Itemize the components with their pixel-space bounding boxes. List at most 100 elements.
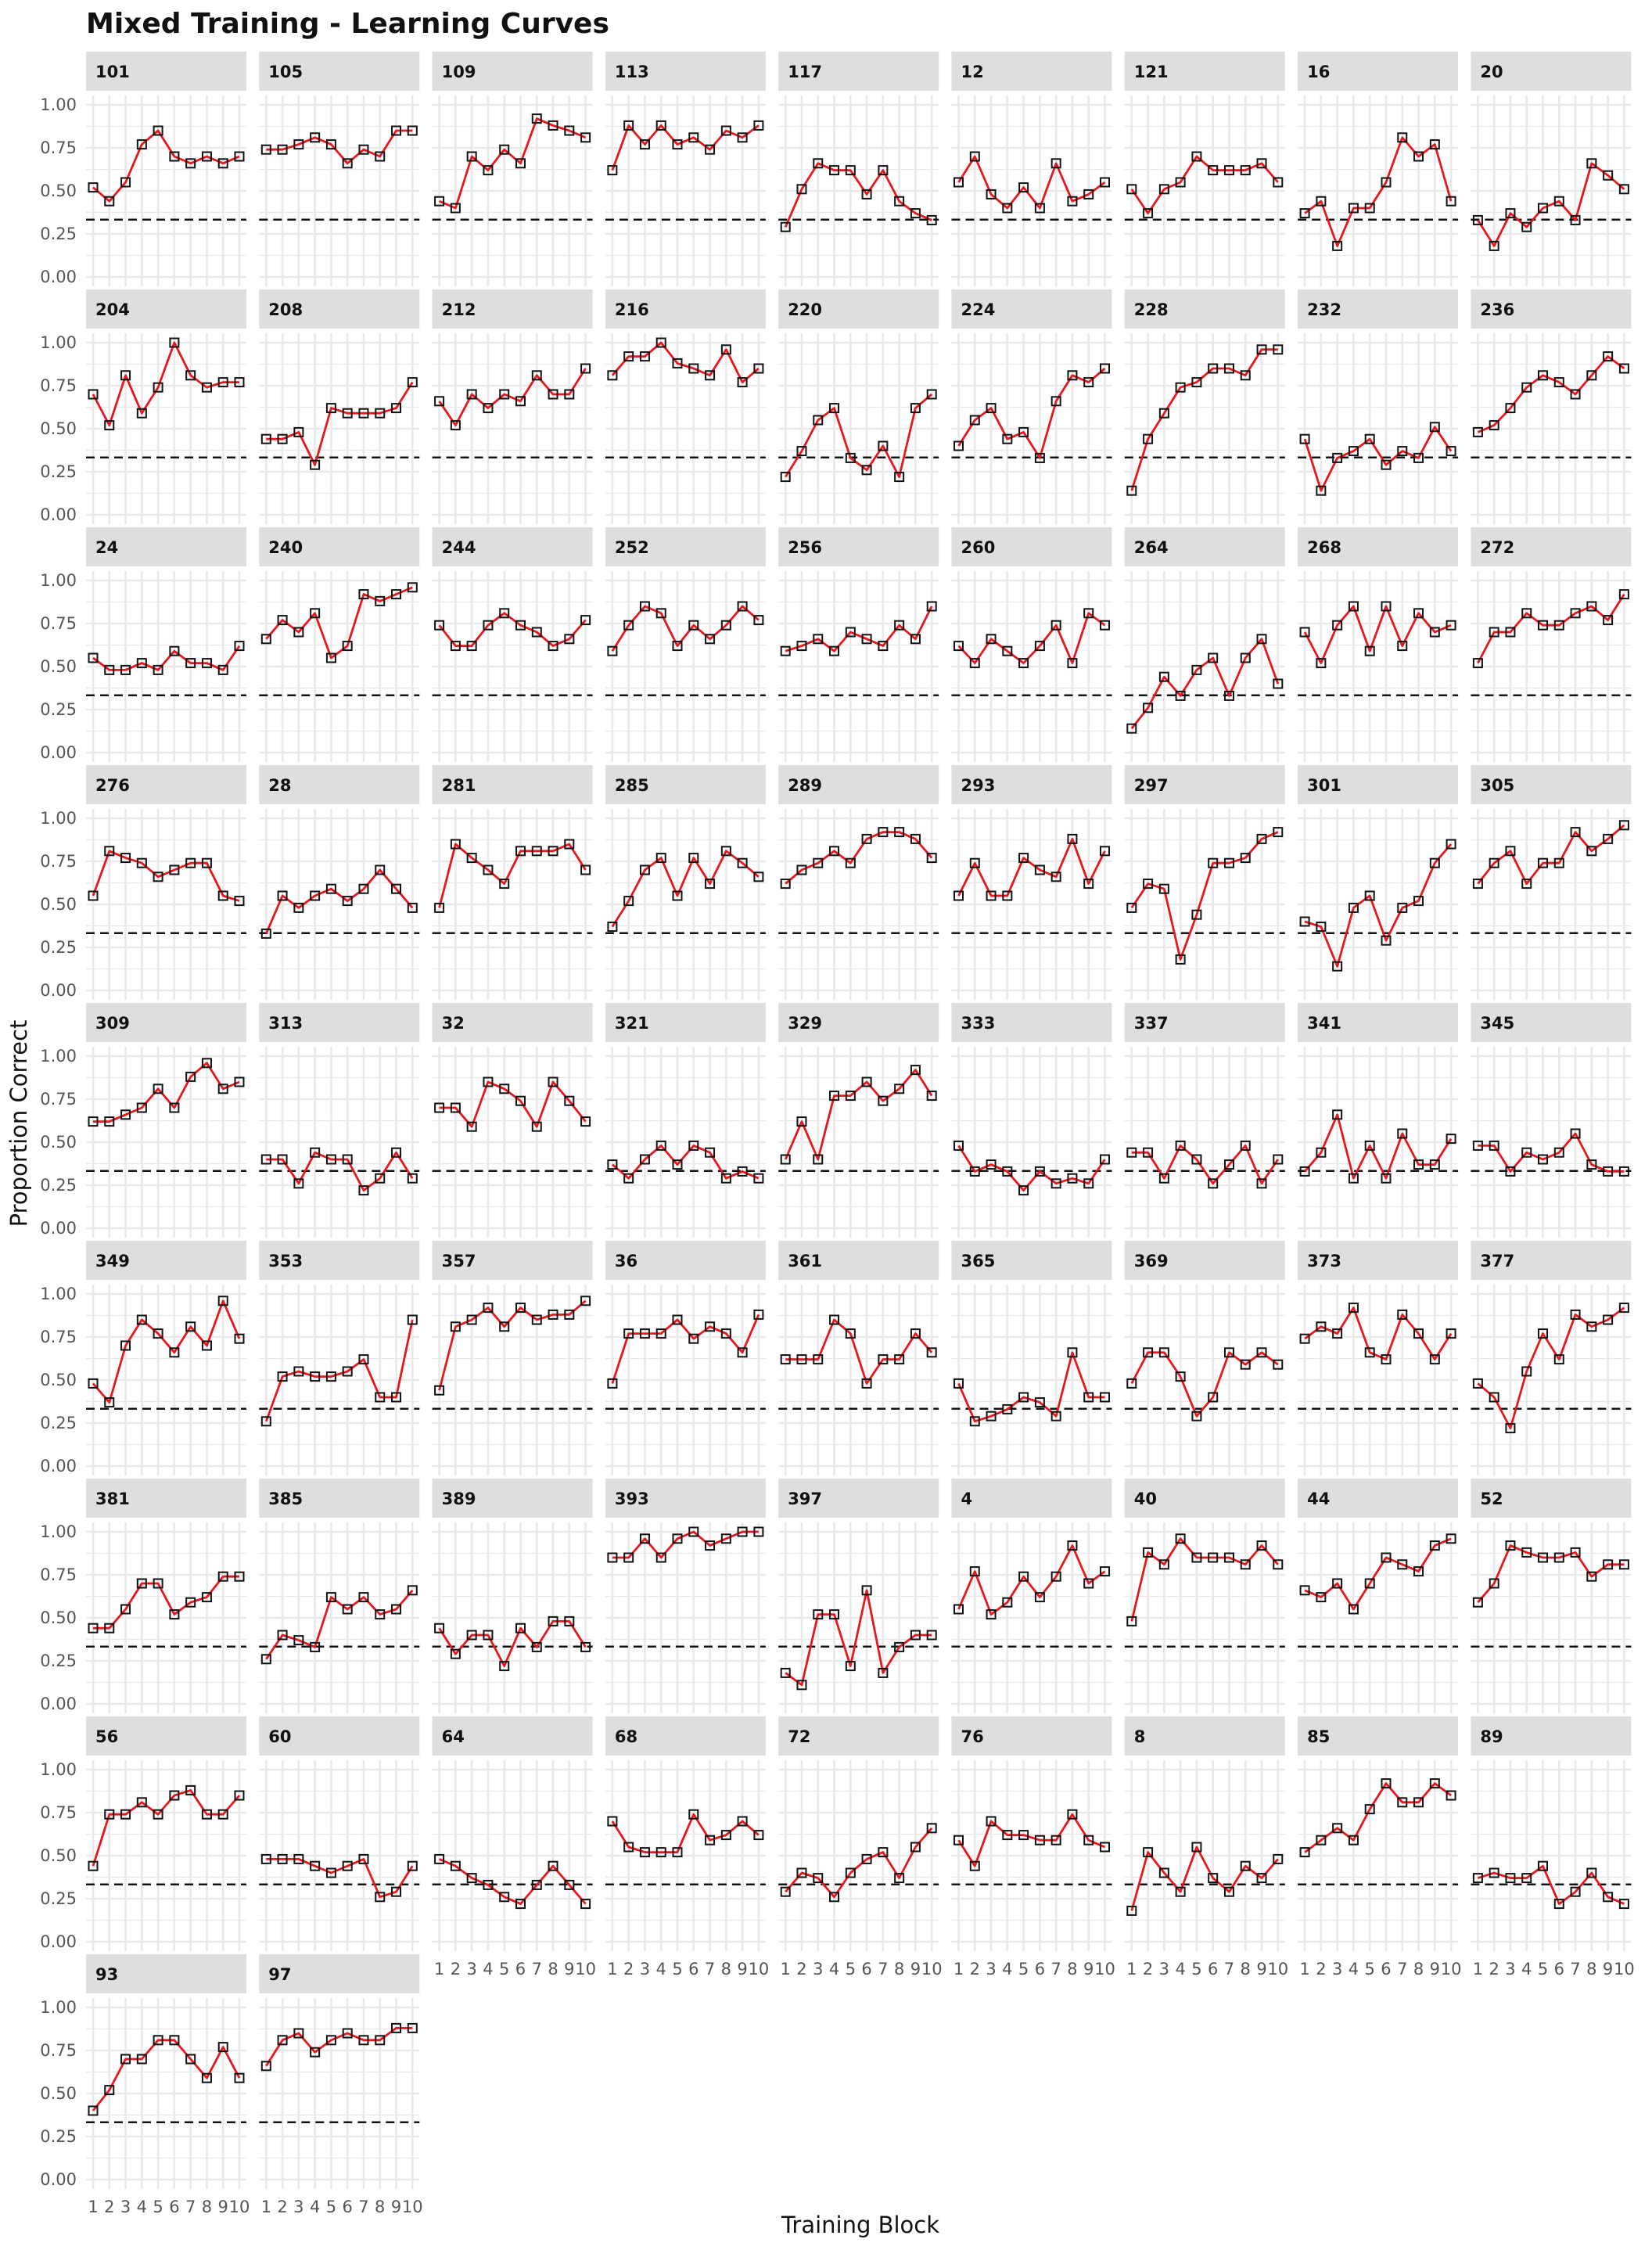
- data-point: [217, 2042, 228, 2053]
- data-point: [234, 1571, 245, 1582]
- y-tick-label: 1.00: [40, 809, 77, 828]
- data-point: [1067, 1540, 1078, 1551]
- panel-strip: [259, 1479, 420, 1518]
- data-point: [1034, 1592, 1045, 1603]
- data-point: [861, 465, 872, 476]
- data-point: [185, 2054, 196, 2065]
- y-tick-label: 1.00: [40, 1047, 77, 1066]
- data-point: [1256, 158, 1267, 169]
- series-line: [611, 605, 760, 652]
- data-point: [1332, 1823, 1343, 1834]
- data-point: [607, 1159, 618, 1170]
- data-point: [277, 2035, 288, 2046]
- data-point: [894, 1354, 905, 1365]
- data-point: [1332, 1328, 1343, 1339]
- data-point: [466, 1630, 477, 1641]
- data-point: [548, 389, 558, 400]
- y-tick-label: 0.50: [40, 895, 77, 914]
- data-point: [1067, 196, 1078, 207]
- data-point: [391, 125, 402, 136]
- x-tick-label: 7: [1570, 1960, 1580, 1978]
- data-point: [499, 1892, 510, 1903]
- panel-label: 52: [1480, 1490, 1503, 1508]
- data-point: [953, 1140, 964, 1151]
- data-point: [342, 2028, 353, 2039]
- y-tick-label: 0.25: [40, 462, 77, 481]
- data-point: [1348, 446, 1359, 457]
- data-point: [1240, 1359, 1251, 1370]
- data-point: [780, 472, 791, 483]
- series-line: [1304, 1113, 1453, 1180]
- data-point: [1316, 1321, 1327, 1332]
- data-point: [1553, 1552, 1564, 1563]
- y-tick-label: 1.00: [40, 95, 77, 114]
- data-point: [753, 363, 764, 374]
- data-point: [720, 125, 731, 136]
- data-point: [720, 1173, 731, 1184]
- panel-label: 240: [268, 538, 303, 557]
- data-point: [234, 1790, 245, 1801]
- data-point: [580, 1899, 591, 1910]
- data-point: [391, 1147, 402, 1158]
- panel-label: 4: [961, 1490, 973, 1508]
- data-point: [1429, 422, 1440, 433]
- data-point: [260, 1416, 271, 1427]
- data-point: [234, 1076, 245, 1087]
- x-tick-label: 5: [153, 2198, 163, 2216]
- data-point: [720, 620, 731, 631]
- data-point: [1100, 1154, 1110, 1165]
- series-line: [611, 1813, 760, 1854]
- data-point: [1240, 652, 1251, 663]
- data-point: [1348, 1303, 1359, 1314]
- data-point: [580, 615, 591, 626]
- panel-strip: [259, 765, 420, 804]
- data-point: [1299, 1166, 1310, 1177]
- panel-label: 220: [788, 300, 822, 319]
- series-line: [1304, 843, 1453, 968]
- data-point: [1316, 196, 1327, 207]
- data-point: [1472, 426, 1483, 437]
- data-point: [780, 879, 791, 890]
- y-tick-label: 0.75: [40, 376, 77, 395]
- panel-label: 89: [1480, 1727, 1503, 1746]
- data-point: [1586, 846, 1597, 857]
- data-point: [391, 1604, 402, 1615]
- data-point: [780, 221, 791, 232]
- data-point: [1208, 1178, 1219, 1189]
- x-tick-label: 3: [293, 2198, 303, 2216]
- data-point: [1002, 1830, 1013, 1841]
- panel-label: 349: [95, 1252, 130, 1270]
- data-point: [705, 634, 716, 645]
- panel-label: 105: [268, 63, 303, 81]
- data-point: [375, 1392, 386, 1403]
- data-point: [1505, 846, 1516, 857]
- data-point: [169, 1609, 180, 1620]
- data-point: [310, 1147, 321, 1158]
- panel-label: 281: [442, 776, 476, 795]
- data-point: [1256, 1347, 1267, 1358]
- panel-101: 101 0.00 0.25 0.50 0.75 1.00: [40, 52, 246, 286]
- data-point: [1208, 1873, 1219, 1884]
- data-point: [655, 608, 666, 619]
- series-line: [92, 850, 240, 902]
- data-point: [796, 1680, 807, 1691]
- panel-label: 353: [268, 1252, 303, 1270]
- data-point: [926, 853, 937, 864]
- data-point: [1316, 485, 1327, 496]
- data-point: [531, 370, 542, 381]
- data-point: [1489, 627, 1499, 638]
- panel-232: 232: [1298, 289, 1459, 524]
- y-tick-label: 0.50: [40, 1608, 77, 1627]
- data-point: [986, 890, 997, 901]
- data-point: [234, 151, 245, 162]
- data-point: [1273, 177, 1284, 188]
- series-line: [1303, 426, 1453, 492]
- data-point: [894, 1084, 905, 1094]
- data-point: [1489, 1392, 1499, 1403]
- data-point: [375, 864, 386, 875]
- data-point: [88, 890, 99, 901]
- x-tick-label: 2: [1143, 1960, 1153, 1978]
- data-point: [861, 1378, 872, 1389]
- x-tick-label: 1: [1126, 1960, 1137, 1978]
- data-point: [483, 1879, 494, 1890]
